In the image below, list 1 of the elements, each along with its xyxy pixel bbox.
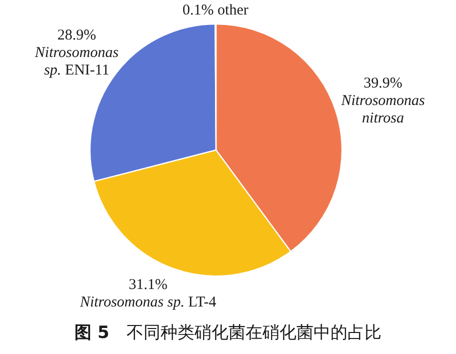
title: 图 5 不同种类硝化菌在硝化菌中的占比 <box>74 323 382 343</box>
